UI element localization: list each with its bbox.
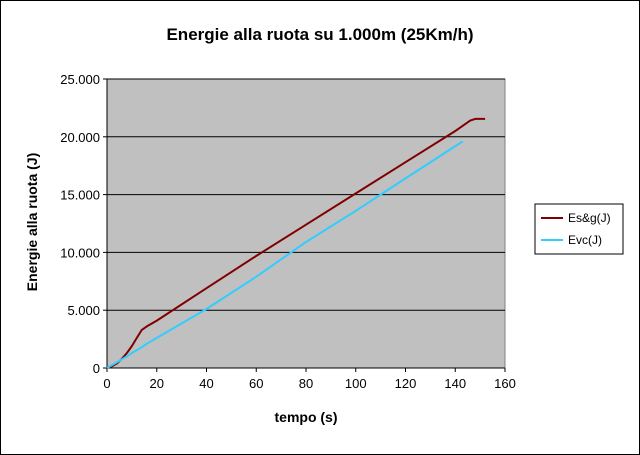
axes: 0 5.000 10.000 15.000 20.000 25.000 0 20 40 60 80 1…	[60, 72, 516, 391]
x-tick-label: 160	[494, 376, 516, 391]
x-tick-label: 80	[299, 376, 313, 391]
x-tick-label: 120	[395, 376, 417, 391]
chart-title: Energie alla ruota su 1.000m (25Km/h)	[166, 25, 473, 44]
x-tick-label: 140	[444, 376, 466, 391]
y-tick-label: 5.000	[67, 303, 100, 318]
series-line-es-g	[106, 117, 486, 369]
legend-label-evc: Evc(J)	[568, 233, 602, 247]
legend: Es&g(J) Evc(J)	[534, 203, 624, 255]
plot-area	[106, 78, 506, 369]
y-tick-label: 10.000	[60, 245, 100, 260]
series-line-evc	[106, 140, 464, 369]
x-tick-label: 40	[199, 376, 213, 391]
series	[106, 117, 486, 369]
y-axis-title: Energie alla ruota (J)	[24, 153, 40, 291]
legend-box	[534, 203, 624, 255]
y-tick-label: 0	[93, 361, 100, 376]
x-axis-title: tempo (s)	[275, 409, 338, 425]
y-tick-label: 25.000	[60, 72, 100, 87]
x-tick-label: 20	[150, 376, 164, 391]
y-tick-label: 15.000	[60, 188, 100, 203]
x-tick-label: 60	[249, 376, 263, 391]
y-tick-label: 20.000	[60, 130, 100, 145]
legend-label-es-g: Es&g(J)	[568, 211, 611, 225]
x-tick-label: 100	[345, 376, 367, 391]
x-tick-label: 0	[103, 376, 110, 391]
